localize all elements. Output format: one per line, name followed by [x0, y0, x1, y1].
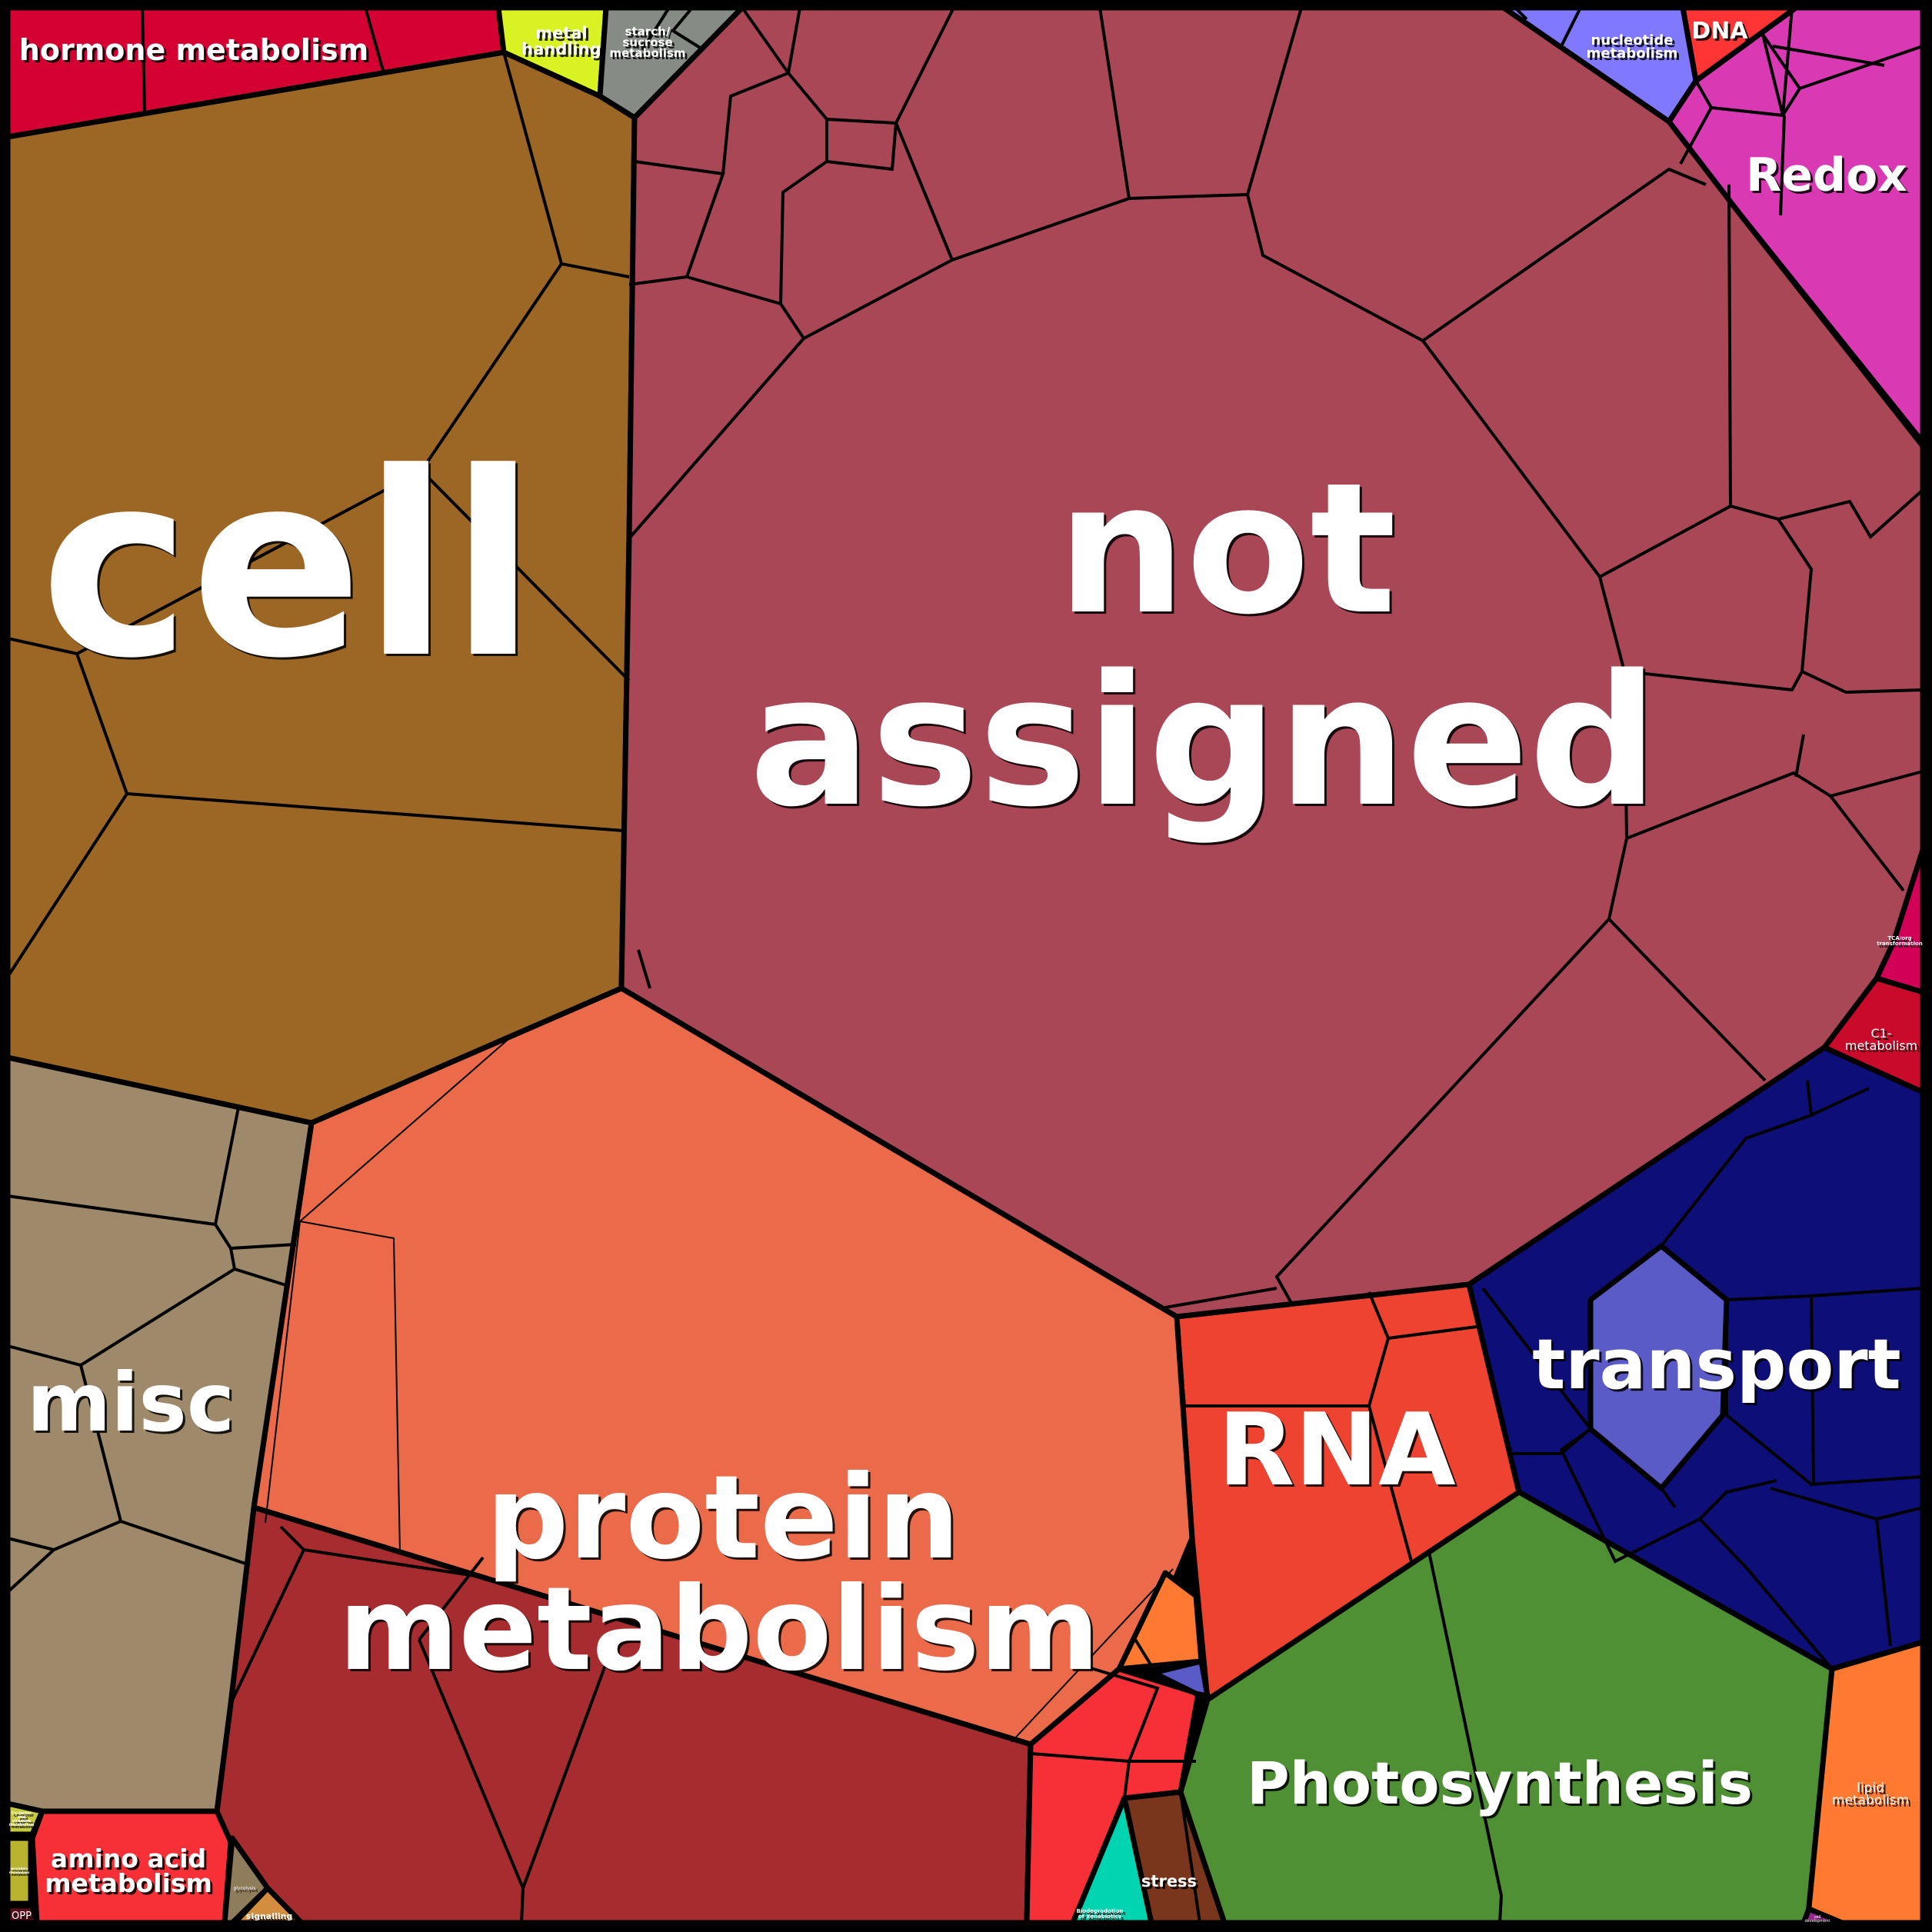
cell-cell-development[interactable] [1800, 1906, 1845, 1926]
label-signalling: signalling [246, 1911, 292, 1921]
label-metal-handling: metal handling [521, 24, 601, 58]
cell-xenobiotics[interactable] [1070, 1795, 1154, 1926]
label-amino-acid-metabolism: amino acid metabolism [45, 1844, 212, 1898]
label-misc: misc [27, 1356, 235, 1450]
label-c1-metabolism: C1-metabolism [1845, 1026, 1917, 1053]
label-secondary-metabolism: secondary metabolism [9, 1867, 29, 1874]
label-not-assigned: not assigned [749, 445, 1658, 847]
label-redox: Redox [1746, 148, 1907, 202]
label-lipid-metabolism: lipid metabolism [1832, 1780, 1909, 1808]
label-stress: stress [1141, 1872, 1197, 1890]
label-cell-development: cell development [1805, 1915, 1830, 1924]
label-cell: cell [40, 418, 537, 714]
label-nucleotide-metabolism: nucleotide metabolism [1587, 32, 1678, 62]
label-glycolysis: glycolysis [233, 1886, 255, 1891]
labels: hormone metabolism metal handling starch/… [9, 18, 1923, 1924]
label-hormone-metabolism: hormone metabolism [19, 33, 368, 67]
label-xenobiotics: Biodegradation of Xenobiotics [1077, 1908, 1124, 1920]
label-transport: transport [1532, 1324, 1900, 1405]
label-protein-metabolism: protein metabolism [338, 1451, 1100, 1697]
label-tca: TCA/org transformation [1877, 935, 1923, 947]
cell-opp[interactable] [5, 1903, 40, 1926]
sub-cell-borders [6, 6, 1924, 1924]
cell-lipid-metabolism[interactable] [1803, 1639, 1926, 1926]
label-dna: DNA [1691, 18, 1748, 45]
cell-cofactor-vitamine[interactable] [5, 1800, 45, 1837]
cell-unlabeled-blue [1151, 1658, 1211, 1699]
label-rna: RNA [1217, 1391, 1456, 1508]
cell-signalling[interactable] [232, 1885, 305, 1926]
label-photosynthesis: Photosynthesis [1247, 1749, 1753, 1817]
label-cofactor: Co-factor and vitamine metabolism [9, 1811, 35, 1827]
label-opp: OPP [12, 1910, 32, 1922]
label-starch-sucrose: starch/sucrose metabolism [610, 25, 686, 60]
